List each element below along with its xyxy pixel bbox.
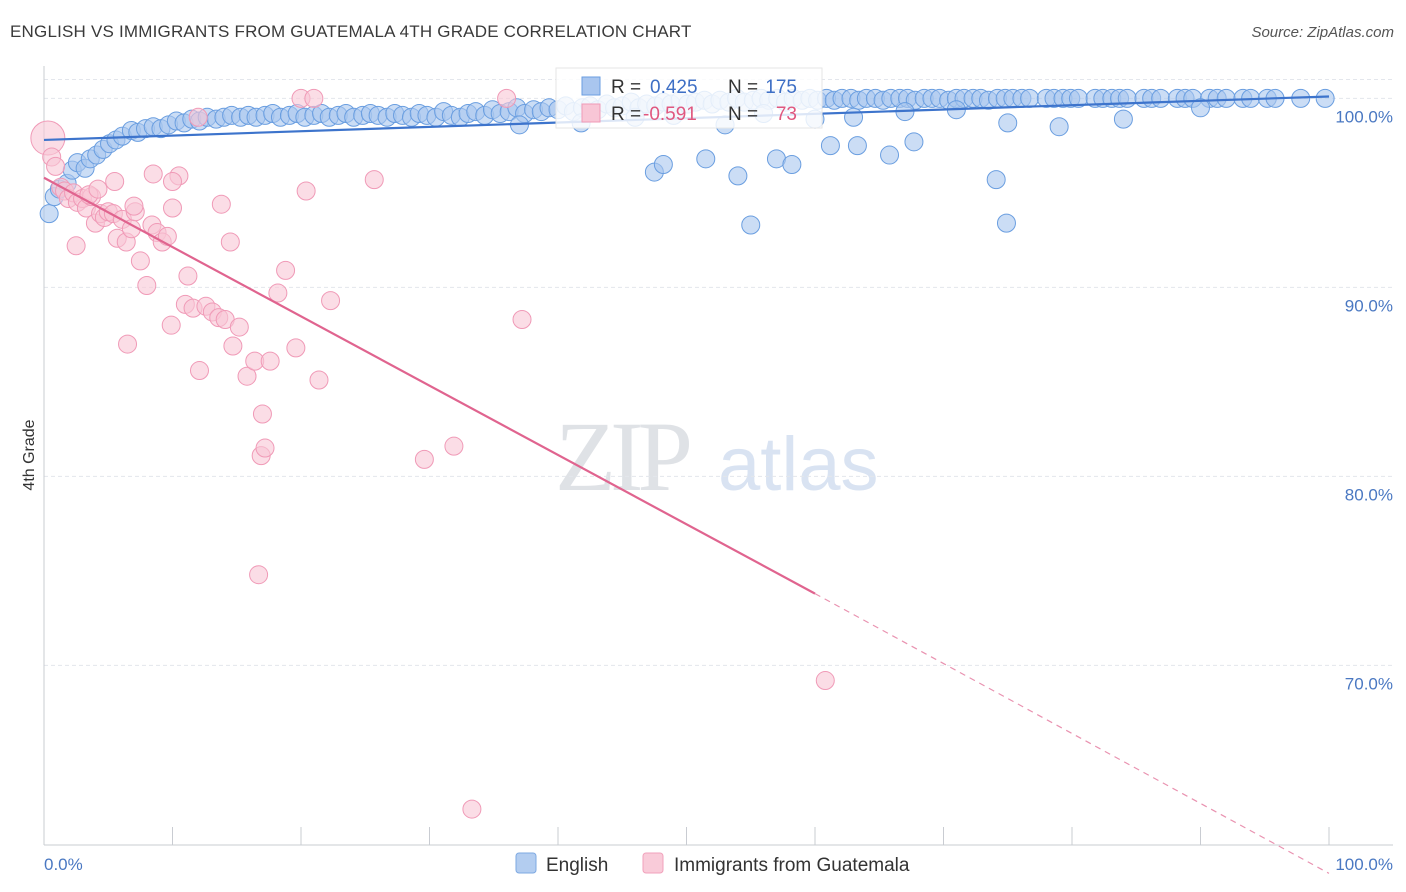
y-axis-label: 4th Grade (21, 419, 38, 490)
guatemala-point (188, 107, 208, 127)
stats-legend: R = 0.425 N = 175 R = -0.591 N = 73 (555, 67, 823, 129)
english-point (782, 155, 802, 175)
english-point (1113, 109, 1133, 129)
guatemala-point (124, 196, 144, 216)
guatemala-point (252, 404, 272, 424)
legend-n-value-guatemala: 73 (776, 104, 797, 125)
english-point (998, 113, 1018, 133)
trend-line-guatemala (43, 176, 816, 595)
x-tick-label-left: 0.0% (44, 855, 83, 874)
chart-title: ENGLISH VS IMMIGRANTS FROM GUATEMALA 4TH… (10, 22, 692, 41)
guatemala-point (229, 317, 249, 337)
guatemala-point (414, 449, 434, 469)
english-point (39, 204, 59, 224)
axes: 100.0% 90.0% 80.0% 70.0% (43, 66, 1393, 846)
bottom-legend-swatch-guatemala (642, 852, 664, 874)
bottom-legend-english: English (546, 855, 608, 876)
guatemala-point (46, 156, 66, 176)
guatemala-point (163, 172, 182, 192)
y-tick-label-1: 90.0% (1345, 296, 1393, 315)
legend-swatch-guatemala (581, 103, 601, 123)
english-point (880, 145, 900, 165)
legend-n-label-english: N = (728, 77, 758, 98)
guatemala-point (223, 336, 243, 356)
english-point (820, 136, 840, 156)
series-legend: English Immigrants from Guatemala (515, 852, 910, 876)
bottom-legend-guatemala: Immigrants from Guatemala (674, 855, 910, 876)
guatemala-point (309, 370, 329, 390)
english-point (653, 155, 673, 175)
trend-line-guatemala-extrapolated (814, 593, 1330, 874)
y-tick-label-3: 70.0% (1345, 674, 1393, 693)
guatemala-point (157, 226, 177, 246)
watermark-atlas: atlas (718, 422, 879, 507)
english-point (844, 107, 864, 127)
guatemala-point (118, 334, 138, 354)
bottom-legend-swatch-english (515, 852, 537, 874)
guatemala-point (255, 438, 275, 458)
english-point (904, 132, 924, 152)
english-point (986, 170, 1006, 190)
guatemala-point (163, 198, 182, 218)
chart-source: Source: ZipAtlas.com (1251, 24, 1394, 41)
english-point (1049, 117, 1069, 137)
legend-r-value-english: 0.425 (650, 77, 698, 98)
guatemala-point (815, 671, 835, 691)
guatemala-point (66, 236, 86, 256)
guatemala-point (296, 181, 316, 201)
y-tick-label-0: 100.0% (1335, 107, 1393, 126)
guatemala-point (364, 170, 384, 190)
guatemala-point (161, 315, 181, 335)
english-point (1020, 88, 1040, 108)
guatemala-point (268, 283, 288, 303)
english-point (696, 149, 716, 169)
english-point (1315, 88, 1335, 108)
guatemala-point (211, 194, 231, 214)
y-tick-label-2: 80.0% (1345, 485, 1393, 504)
guatemala-point (497, 88, 517, 108)
english-point (1151, 88, 1171, 108)
guatemala-point (321, 291, 341, 311)
guatemala-point (105, 172, 125, 192)
guatemala-point (130, 251, 150, 271)
english-point (1117, 88, 1137, 108)
guatemala-point (178, 266, 198, 286)
guatemala-point (137, 275, 157, 295)
guatemala-point (88, 179, 108, 199)
legend-swatch-english (581, 76, 601, 96)
guatemala-point (444, 436, 464, 456)
guatemala-point (143, 164, 163, 184)
english-point (996, 213, 1016, 233)
legend-n-label-guatemala: N = (728, 104, 758, 125)
watermark: ZIP atlas (555, 401, 879, 512)
english-point (1216, 88, 1236, 108)
legend-r-label-guatemala: R = (611, 104, 641, 125)
x-tick-label-right: 100.0% (1335, 855, 1393, 874)
watermark-zip: ZIP (555, 401, 689, 512)
guatemala-point (237, 366, 257, 386)
english-point (1191, 98, 1210, 118)
english-point (728, 166, 748, 186)
english-point (741, 215, 761, 235)
guatemala-point (304, 88, 324, 108)
guatemala-point (220, 232, 240, 252)
guatemala-point (249, 565, 269, 585)
series-guatemala-points (30, 88, 835, 819)
guatemala-point (462, 799, 482, 819)
legend-n-value-english: 175 (765, 77, 797, 98)
legend-r-label-english: R = (611, 77, 641, 98)
legend-r-value-guatemala: -0.591 (643, 104, 697, 125)
guatemala-point (276, 260, 296, 280)
guatemala-point (286, 338, 306, 358)
guatemala-point (512, 310, 532, 330)
guatemala-point (189, 361, 209, 381)
english-point (847, 136, 867, 156)
guatemala-point (260, 351, 280, 371)
